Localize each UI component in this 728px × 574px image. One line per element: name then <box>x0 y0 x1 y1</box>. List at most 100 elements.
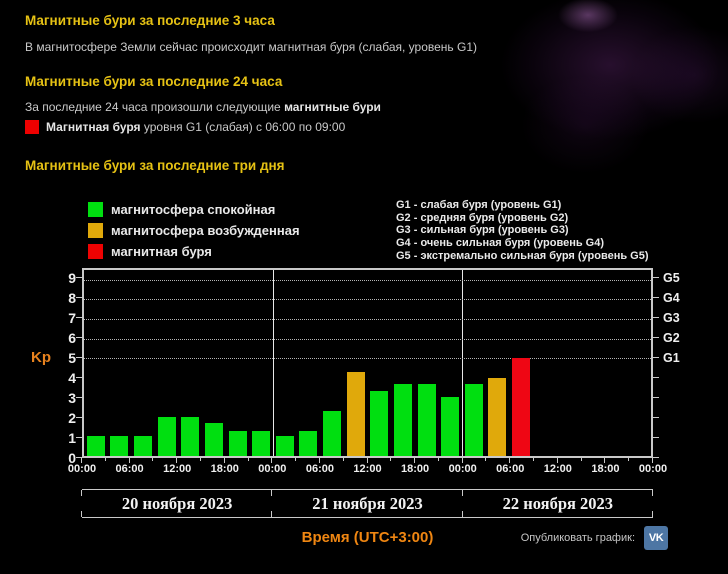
axis-tick <box>223 457 225 463</box>
x-axis-tick-label: 18:00 <box>210 463 239 475</box>
storm-entry-bold: Магнитная буря <box>46 120 141 134</box>
y-axis-tick-label: 4 <box>68 370 76 386</box>
date-label: 20 ноября 2023 <box>121 494 233 513</box>
axis-tick <box>247 457 249 461</box>
axis-tick <box>653 457 659 458</box>
storm-marker-swatch <box>25 120 39 134</box>
x-axis-tick-label: 00:00 <box>258 463 287 475</box>
kp-bar <box>252 430 271 456</box>
band-tick <box>81 490 82 496</box>
nebula-bright-spot <box>548 0 628 38</box>
right-axis-labels: G1 G2 G3 G4 G5 <box>663 268 703 458</box>
axis-tick <box>580 457 582 461</box>
y-axis-tick-label: 7 <box>68 310 76 326</box>
axis-tick <box>76 437 82 438</box>
axis-tick <box>653 297 659 298</box>
x-axis-tick-label: 00:00 <box>448 463 477 475</box>
x-axis-tick-label: 06:00 <box>496 463 525 475</box>
kp-bar <box>370 391 389 456</box>
gridline <box>84 338 651 340</box>
kp-bar <box>393 383 412 456</box>
x-axis-tick-label: 18:00 <box>401 463 430 475</box>
legend-label-storm: магнитная буря <box>111 243 212 259</box>
y-axis-tick-label: 3 <box>68 390 76 406</box>
axis-tick <box>199 457 201 461</box>
gridline <box>84 318 651 320</box>
storm-level-g2: G2 - средняя буря (уровень G2) <box>396 211 569 224</box>
axis-tick <box>653 397 659 398</box>
y-axis-labels: 0 1 2 3 4 5 6 7 8 9 <box>44 268 76 466</box>
storm-level-g1: G1 - слабая буря (уровень G1) <box>396 199 562 211</box>
legend-swatch-quiet <box>88 201 103 217</box>
axis-tick <box>653 317 659 318</box>
y-axis-ticks <box>76 268 82 458</box>
x-axis-tick-label: 12:00 <box>353 463 382 475</box>
y-axis-tick-label: 6 <box>68 330 76 346</box>
x-axis-title: Время (UTC+3:00) <box>301 529 434 546</box>
chart-legend: магнитосфера спокойная магнитосфера возб… <box>88 201 300 264</box>
y-axis-tick-label: 9 <box>68 270 76 286</box>
storm-level-g4: G4 - очень сильная буря (уровень G4) <box>396 237 605 250</box>
y-axis-tick-label: 5 <box>68 350 76 366</box>
right-axis-ticks <box>653 268 659 458</box>
kp-bar <box>110 436 129 456</box>
y-axis-tick-label: 1 <box>68 430 76 446</box>
axis-tick <box>437 457 439 461</box>
storms-24h-intro-text: За последние 24 часа произошли следующие <box>25 100 285 114</box>
axis-tick <box>76 317 82 318</box>
axis-tick <box>128 457 130 463</box>
section-title-24h: Магнитные бури за последние 24 часа <box>25 74 283 89</box>
x-axis-tick-label: 06:00 <box>305 463 334 475</box>
axis-tick <box>653 337 659 338</box>
axis-tick <box>76 337 82 338</box>
legend-item-excited: магнитосфера возбужденная <box>88 222 300 238</box>
axis-tick <box>509 457 511 463</box>
legend-item-quiet: магнитосфера спокойная <box>88 201 300 217</box>
x-axis-tick-label: 12:00 <box>543 463 572 475</box>
axis-tick <box>295 457 297 461</box>
y-axis-tick-label: 2 <box>68 409 76 426</box>
storm-level-key: G1 - слабая буря (уровень G1) G2 - средн… <box>396 199 649 263</box>
kp-bar <box>157 416 176 456</box>
legend-swatch-excited <box>88 222 103 238</box>
axis-tick <box>152 457 154 461</box>
axis-tick <box>76 416 82 418</box>
kp-bar <box>512 358 531 456</box>
kp-bar <box>204 422 223 456</box>
legend-item-storm: магнитная буря <box>88 243 300 259</box>
right-axis-tick-label: G2 <box>663 331 680 345</box>
storms-24h-intro-bold: магнитные бури <box>284 100 381 114</box>
axis-tick <box>342 457 344 461</box>
date-label: 21 ноября 2023 <box>312 494 423 513</box>
axis-tick <box>390 457 392 461</box>
kp-bar <box>323 410 342 456</box>
axis-tick <box>414 457 416 463</box>
storm-level-g3: G3 - сильная буря (уровень G3) <box>396 224 569 237</box>
band-tick <box>461 511 463 517</box>
legend-label-excited: магнитосфера возбужденная <box>111 222 300 238</box>
axis-tick <box>604 457 606 463</box>
band-tick <box>271 490 273 496</box>
band-tick <box>81 511 82 517</box>
axis-tick <box>76 297 82 298</box>
axis-tick <box>318 457 320 463</box>
vk-share-button[interactable]: VK <box>644 526 668 550</box>
kp-bar <box>464 383 483 456</box>
right-axis-tick-label: G5 <box>663 271 680 285</box>
axis-tick <box>76 357 82 358</box>
axis-tick <box>653 416 659 418</box>
storm-entry: Магнитная буря уровня G1 (слабая) с 06:0… <box>25 120 345 134</box>
axis-tick <box>76 277 82 278</box>
axis-tick <box>76 397 82 398</box>
axis-tick <box>653 277 659 278</box>
axis-tick <box>76 457 82 458</box>
axis-tick <box>104 457 106 461</box>
axis-tick <box>653 377 659 378</box>
band-tick <box>652 490 653 496</box>
axis-tick <box>628 457 630 461</box>
plot-area <box>82 268 653 458</box>
storm-level-g5: G5 - экстремально сильная буря (уровень … <box>396 249 649 262</box>
y-axis-tick-label: 0 <box>68 450 76 466</box>
gridline <box>84 299 651 301</box>
